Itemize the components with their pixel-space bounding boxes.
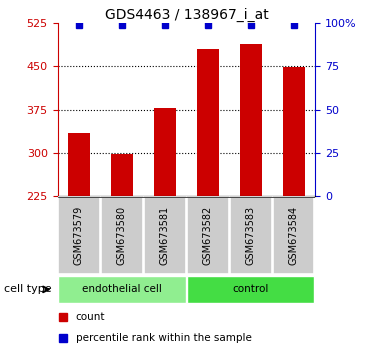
Bar — [197, 49, 219, 196]
Text: GSM673580: GSM673580 — [117, 206, 127, 265]
Text: GSM673579: GSM673579 — [74, 206, 84, 265]
Text: GSM673584: GSM673584 — [289, 206, 299, 265]
Bar — [230, 197, 272, 274]
Bar — [58, 197, 100, 274]
Text: cell type: cell type — [4, 284, 51, 295]
Bar — [283, 67, 305, 196]
Bar — [101, 197, 142, 274]
Bar — [144, 197, 186, 274]
Text: GSM673582: GSM673582 — [203, 206, 213, 265]
Text: GSM673581: GSM673581 — [160, 206, 170, 265]
Bar — [273, 197, 315, 274]
Bar — [187, 197, 229, 274]
Bar — [154, 108, 176, 196]
Text: percentile rank within the sample: percentile rank within the sample — [76, 332, 252, 343]
Text: control: control — [233, 284, 269, 295]
Bar — [68, 133, 90, 196]
Title: GDS4463 / 138967_i_at: GDS4463 / 138967_i_at — [105, 8, 268, 22]
Bar — [58, 276, 186, 303]
Bar — [111, 154, 133, 196]
Bar — [187, 276, 315, 303]
Text: GSM673583: GSM673583 — [246, 206, 256, 265]
Bar — [240, 44, 262, 196]
Text: endothelial cell: endothelial cell — [82, 284, 162, 295]
Text: count: count — [76, 312, 105, 322]
